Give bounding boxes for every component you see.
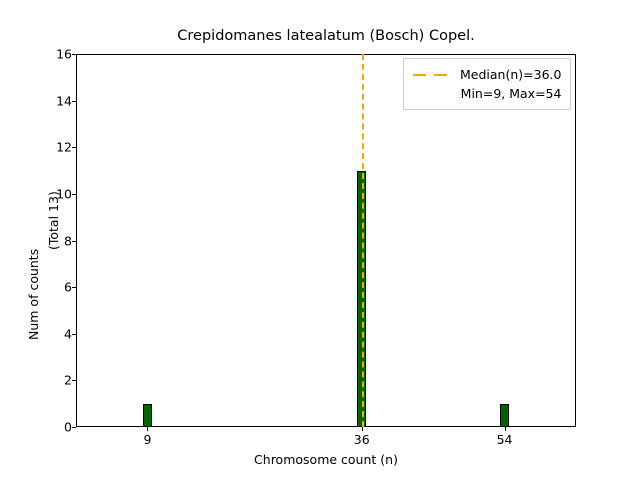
bar — [500, 403, 510, 427]
y-tick-label: 0 — [64, 419, 72, 435]
y-tick-label: 14 — [56, 93, 72, 109]
x-tick-mark — [147, 427, 149, 431]
dashed-line-icon — [412, 68, 450, 82]
y-tick-label: 2 — [64, 372, 72, 388]
y-tick-label: 16 — [56, 46, 72, 62]
median-line — [361, 54, 364, 427]
y-tick-label: 6 — [64, 279, 72, 295]
y-tick-label: 8 — [64, 233, 72, 248]
y-tick-mark — [72, 54, 76, 55]
legend: Median(n)=36.0 Min=9, Max=54 — [403, 58, 572, 110]
x-tick-mark — [504, 427, 506, 431]
y-tick-label: 10 — [56, 186, 72, 202]
y-tick-mark — [72, 147, 76, 149]
y-axis-sublabel: (Total 13) — [46, 191, 61, 250]
y-tick-label: 4 — [64, 326, 72, 342]
chart-title: Crepidomanes latealatum (Bosch) Copel. — [177, 28, 475, 44]
plot-area — [76, 54, 576, 427]
y-tick-mark — [72, 100, 76, 102]
legend-item-minmax: Min=9, Max=54 — [412, 84, 562, 103]
x-tick-label: 36 — [353, 432, 370, 447]
x-tick-label: 54 — [496, 432, 513, 447]
x-axis-label: Chromosome count (n) — [254, 452, 398, 467]
y-tick-mark — [72, 380, 76, 382]
y-tick-mark — [72, 193, 76, 195]
legend-item-median: Median(n)=36.0 — [412, 65, 561, 84]
legend-label-minmax: Min=9, Max=54 — [460, 86, 562, 101]
y-tick-mark — [72, 240, 76, 242]
x-tick-label: 9 — [143, 432, 152, 447]
bar — [142, 403, 152, 427]
y-tick-mark — [72, 427, 76, 428]
y-axis-label: Num of counts — [26, 248, 41, 340]
x-tick-mark — [361, 427, 363, 431]
y-tick-mark — [72, 333, 76, 335]
y-tick-mark — [72, 287, 76, 289]
legend-label-median: Median(n)=36.0 — [460, 67, 562, 82]
y-tick-label: 12 — [56, 139, 72, 155]
